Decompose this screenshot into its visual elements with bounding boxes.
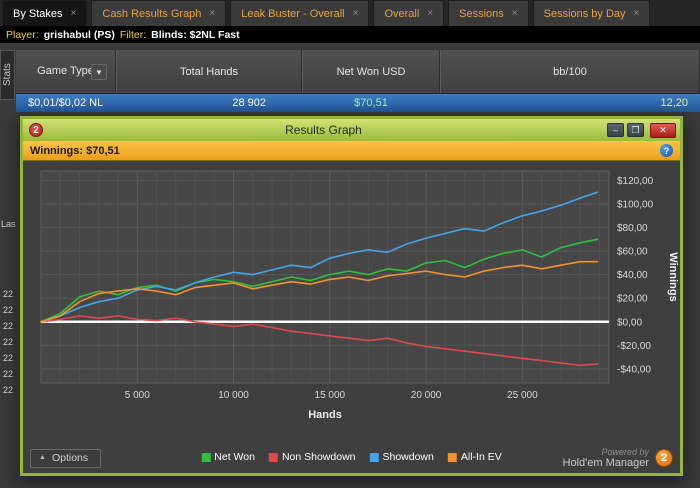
table-header: Game Type ▼ Total Hands Net Won USD bb/1…	[16, 50, 700, 94]
svg-text:20 000: 20 000	[411, 390, 442, 401]
winnings-header: Winnings: $70,51 ?	[23, 141, 680, 161]
cell-bb100: 12,20	[660, 97, 688, 109]
tab-label: Leak Buster - Overall	[241, 7, 345, 20]
tab-by-stakes[interactable]: By Stakes ×	[2, 0, 88, 26]
close-icon[interactable]: ×	[633, 7, 640, 19]
column-total-hands[interactable]: Total Hands	[116, 50, 302, 93]
tab-leak-buster-overall[interactable]: Leak Buster - Overall ×	[230, 0, 370, 26]
row-fragment: 22	[3, 385, 14, 395]
row-fragment: 22	[3, 353, 14, 363]
close-icon[interactable]: ×	[511, 7, 518, 19]
legend-item[interactable]: Showdown	[369, 451, 434, 464]
chevron-up-icon: ▲	[39, 454, 46, 461]
legend-swatch-icon	[447, 452, 457, 462]
player-filter-bar: Player: grishabul (PS) Filter: Blinds: $…	[0, 26, 700, 43]
svg-text:25 000: 25 000	[507, 390, 538, 401]
chevron-down-icon[interactable]: ▼	[91, 64, 107, 80]
svg-text:-$40,00: -$40,00	[617, 364, 651, 375]
player-value[interactable]: grishabul (PS)	[43, 28, 115, 41]
row-fragment: 22	[3, 369, 14, 379]
tab-overall[interactable]: Overall ×	[373, 0, 445, 26]
column-net-won-usd[interactable]: Net Won USD	[302, 50, 440, 93]
hm2-logo-icon: 2	[29, 123, 43, 137]
winnings-value: Winnings: $70,51	[30, 144, 120, 157]
hm2-brand-icon: 2	[655, 448, 673, 467]
svg-text:-$20,00: -$20,00	[617, 341, 651, 352]
svg-text:5 000: 5 000	[125, 390, 150, 401]
stats-side-tab[interactable]: Stats	[0, 50, 15, 100]
player-label: Player:	[6, 28, 39, 41]
row-fragment: 22	[3, 337, 14, 347]
legend-label: Showdown	[382, 451, 434, 464]
close-icon[interactable]: ×	[427, 7, 434, 19]
results-graph-dialog: 2 Results Graph – ❐ ✕ Winnings: $70,51 ?…	[20, 116, 683, 476]
close-icon[interactable]: ×	[70, 7, 77, 19]
dialog-title: Results Graph	[285, 123, 362, 137]
legend-swatch-icon	[369, 452, 379, 462]
cell-game-type: $0,01/$0,02 NL	[28, 97, 104, 109]
filter-value[interactable]: Blinds: $2NL Fast	[151, 28, 240, 41]
filter-label: Filter:	[119, 28, 147, 41]
close-icon[interactable]: ×	[352, 7, 359, 19]
powered-by-label: Powered by	[601, 446, 649, 457]
row-fragment: 22	[3, 305, 14, 315]
tab-label: By Stakes	[13, 7, 63, 20]
tab-label: Sessions by Day	[543, 7, 626, 20]
column-game-type[interactable]: Game Type ▼	[16, 50, 116, 93]
svg-text:$60,00: $60,00	[617, 247, 648, 258]
close-button[interactable]: ✕	[650, 122, 676, 138]
table-row-selected[interactable]: $0,01/$0,02 NL 28 902 $70,51 12,20	[16, 94, 700, 112]
close-icon[interactable]: ×	[209, 7, 216, 19]
brand-name: Hold'em Manager	[562, 456, 649, 469]
legend-swatch-icon	[268, 452, 278, 462]
help-icon[interactable]: ?	[660, 144, 673, 157]
occluded-label-fragment: Las	[1, 219, 16, 229]
results-chart-svg: 5 000 10 000 15 000 20 000 25 000 $120,00 $100…	[40, 170, 679, 421]
occluded-row-fragments: 22 22 22 22 22 22 22	[3, 286, 13, 398]
minimize-button[interactable]: –	[607, 123, 624, 137]
powered-by: Powered by Hold'em Manager 2	[563, 447, 673, 470]
options-button[interactable]: ▲ Options	[30, 448, 102, 468]
svg-text:Hands: Hands	[308, 409, 342, 421]
results-chart: 5 000 10 000 15 000 20 000 25 000 $120,00 $100…	[23, 161, 680, 443]
row-fragment: 22	[3, 321, 14, 331]
svg-text:Winnings: Winnings	[667, 252, 679, 301]
svg-text:15 000: 15 000	[315, 390, 346, 401]
main-content: Stats Game Type ▼ Total Hands Net Won US…	[0, 43, 700, 488]
legend-item[interactable]: Non Showdown	[268, 451, 356, 464]
svg-text:$40,00: $40,00	[617, 270, 648, 281]
svg-text:$20,00: $20,00	[617, 294, 648, 305]
cell-net-won: $70,51	[354, 97, 388, 109]
svg-text:$120,00: $120,00	[617, 176, 654, 187]
tab-sessions[interactable]: Sessions ×	[448, 0, 529, 26]
svg-text:$100,00: $100,00	[617, 199, 654, 210]
row-fragment: 22	[3, 289, 14, 299]
tab-cash-results-graph[interactable]: Cash Results Graph ×	[91, 0, 227, 26]
legend-label: All-In EV	[460, 451, 502, 464]
column-bb100[interactable]: bb/100	[440, 50, 700, 93]
legend-label: Non Showdown	[281, 451, 356, 464]
tab-bar: By Stakes × Cash Results Graph × Leak Bu…	[0, 0, 700, 26]
legend-swatch-icon	[201, 452, 211, 462]
legend-item[interactable]: Net Won	[201, 451, 255, 463]
dialog-title-bar[interactable]: 2 Results Graph – ❐ ✕	[23, 119, 680, 141]
tab-label: Sessions	[459, 7, 504, 20]
svg-text:10 000: 10 000	[218, 390, 249, 401]
chart-legend: Net Won Non Showdown Showdown All-In EV	[201, 451, 502, 464]
maximize-button[interactable]: ❐	[627, 123, 644, 137]
svg-text:$0,00: $0,00	[617, 317, 642, 328]
svg-text:$80,00: $80,00	[617, 223, 648, 234]
tab-label: Cash Results Graph	[102, 7, 202, 20]
cell-total-hands: 28 902	[232, 97, 266, 109]
dialog-footer: ▲ Options Net Won Non Showdown Showdown All…	[23, 443, 680, 473]
legend-item[interactable]: All-In EV	[447, 451, 502, 464]
legend-label: Net Won	[214, 451, 255, 464]
tab-sessions-by-day[interactable]: Sessions by Day ×	[532, 0, 651, 26]
tab-label: Overall	[384, 7, 420, 20]
